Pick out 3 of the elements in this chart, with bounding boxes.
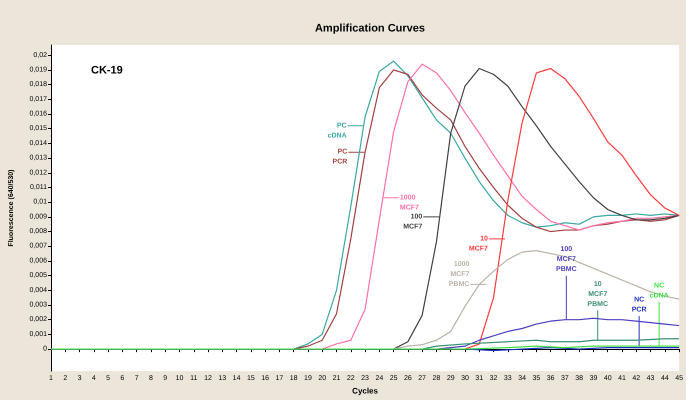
chart-title: Amplification Curves (314, 22, 426, 34)
x-axis-title: Cycles (352, 386, 379, 396)
annotation: CK-19 (91, 64, 123, 76)
